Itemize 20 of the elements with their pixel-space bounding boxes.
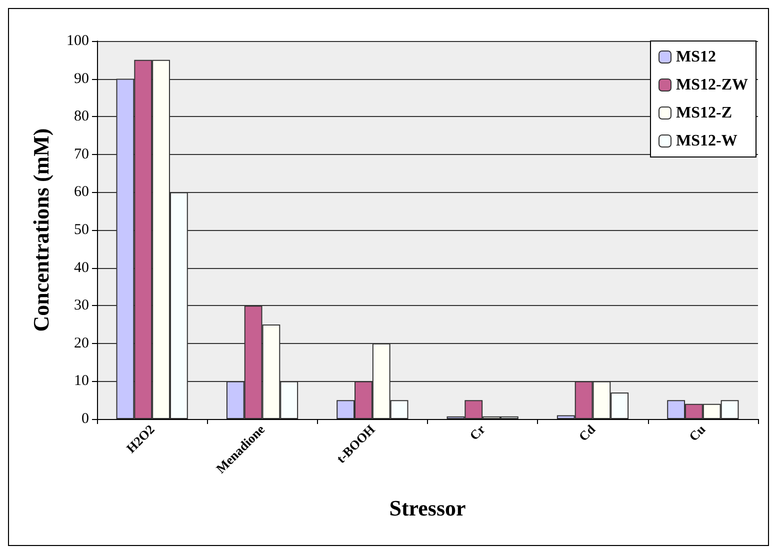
y-tick-label: 60 (74, 184, 89, 200)
y-tick-label: 0 (82, 411, 89, 427)
legend-label: MS12-W (676, 132, 738, 150)
y-tick-label: 50 (74, 222, 89, 238)
y-tick-label: 90 (74, 70, 89, 87)
y-tick-label: 100 (66, 33, 89, 49)
legend-label: MS12 (676, 48, 716, 66)
x-tick-label: Cr (466, 422, 488, 444)
x-tick-label: Cu (686, 422, 708, 444)
legend-label: MS12-ZW (676, 76, 748, 94)
x-tick-label: Cd (576, 421, 599, 444)
x-axis-title: Stressor (389, 496, 466, 520)
y-tick-label: 70 (74, 146, 89, 162)
legend-label: MS12-Z (676, 104, 732, 122)
y-axis-title: Concentrations (mM) (28, 128, 54, 332)
y-tick-label: 30 (74, 298, 89, 314)
y-tick-label: 80 (74, 108, 89, 125)
y-tick-label: 40 (74, 260, 89, 276)
y-tick-label: 20 (74, 335, 89, 352)
y-tick-label: 10 (74, 373, 89, 390)
